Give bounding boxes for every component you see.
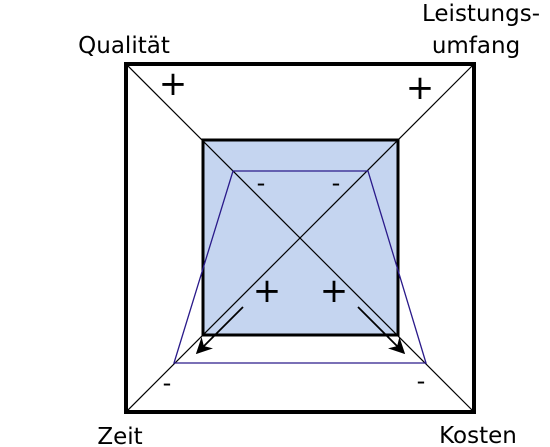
sign-outer-bottom-right: - [417, 367, 426, 395]
goal-trapezoid [173, 170, 427, 364]
outer-square [124, 62, 476, 414]
sign-inner-top-left: - [257, 169, 266, 197]
sign-inner-bottom-right: + [320, 271, 349, 311]
arrow-left [195, 306, 244, 355]
label-zeit: Zeit [97, 424, 142, 447]
sign-inner-bottom-left: + [253, 271, 282, 311]
sign-outer-top-right: + [406, 68, 435, 108]
label-leistungsumfang-line1: Leistungs- [422, 1, 540, 27]
label-kosten: Kosten [439, 423, 517, 447]
diagonal-top-right-to-bottom-left [125, 63, 475, 413]
sign-outer-top-left: + [159, 64, 188, 104]
label-leistungsumfang-line2: umfang [432, 33, 520, 59]
arrow-right [357, 306, 406, 355]
sign-inner-top-right: - [332, 169, 341, 197]
sign-outer-bottom-left: - [163, 369, 172, 397]
label-qualitaet: Qualität [78, 33, 170, 59]
